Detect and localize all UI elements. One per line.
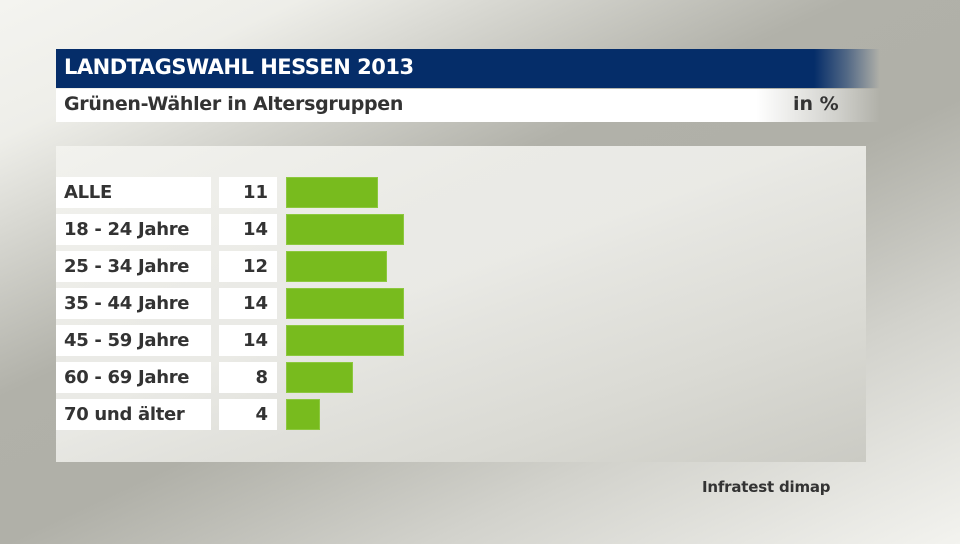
row-label: 18 - 24 Jahre xyxy=(56,214,211,245)
chart-row: 45 - 59 Jahre 14 xyxy=(56,325,856,356)
data-bar xyxy=(286,251,387,282)
row-label: 25 - 34 Jahre xyxy=(56,251,211,282)
subtitle-bar: Grünen-Wähler in Altersgruppen in % xyxy=(56,89,880,122)
unit-label: in % xyxy=(793,93,839,115)
title-bar: LANDTAGSWAHL HESSEN 2013 xyxy=(56,49,880,88)
row-value: 14 xyxy=(219,214,277,245)
data-bar xyxy=(286,362,353,393)
chart-row: 60 - 69 Jahre 8 xyxy=(56,362,856,393)
row-label: 45 - 59 Jahre xyxy=(56,325,211,356)
row-label: 35 - 44 Jahre xyxy=(56,288,211,319)
row-value: 8 xyxy=(219,362,277,393)
data-bar xyxy=(286,399,320,430)
chart-subtitle: Grünen-Wähler in Altersgruppen xyxy=(64,93,404,115)
row-value: 14 xyxy=(219,288,277,319)
row-value: 14 xyxy=(219,325,277,356)
row-value: 4 xyxy=(219,399,277,430)
row-label: ALLE xyxy=(56,177,211,208)
data-bar xyxy=(286,214,404,245)
row-value: 12 xyxy=(219,251,277,282)
chart-row: 70 und älter 4 xyxy=(56,399,856,430)
data-bar xyxy=(286,325,404,356)
data-bar xyxy=(286,177,378,208)
row-value: 11 xyxy=(219,177,277,208)
row-label: 70 und älter xyxy=(56,399,211,430)
row-label: 60 - 69 Jahre xyxy=(56,362,211,393)
chart-row: 35 - 44 Jahre 14 xyxy=(56,288,856,319)
source-label: Infratest dimap xyxy=(702,478,831,496)
chart-title: LANDTAGSWAHL HESSEN 2013 xyxy=(64,55,414,79)
chart-row: 25 - 34 Jahre 12 xyxy=(56,251,856,282)
chart-row: 18 - 24 Jahre 14 xyxy=(56,214,856,245)
data-bar xyxy=(286,288,404,319)
chart-row: ALLE 11 xyxy=(56,177,856,208)
